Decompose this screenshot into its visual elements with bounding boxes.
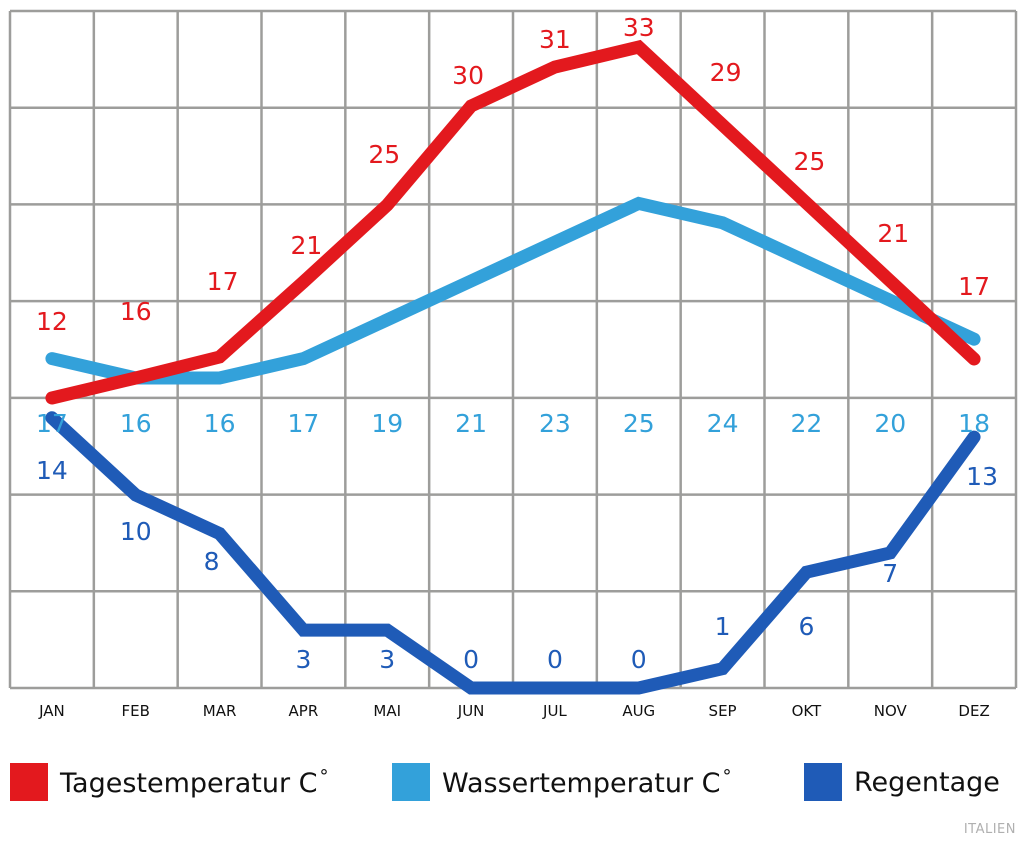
data-label-wasser: 18 [958,409,990,438]
degree-sign: ° [722,765,732,787]
x-tick-label: AUG [622,702,655,720]
data-label-regen: 14 [36,456,68,485]
x-tick-label: OKT [792,702,822,720]
legend-swatch-red [10,763,48,801]
x-axis-tick-labels: JAN FEB MAR APR MAI JUN JUL AUG SEP OKT NOV DEZ [38,702,990,720]
series-line-regen [45,411,981,695]
data-label-regen: 8 [204,547,220,576]
legend-label: Wassertemperatur C ° [442,765,732,799]
x-tick-label: MAI [373,702,401,720]
series-line-wasser [45,196,981,385]
series-line-tag [45,39,981,405]
legend-item-tagestemperatur: Tagestemperatur C ° [10,760,329,804]
data-label-tag: 21 [291,231,323,260]
x-tick-label: FEB [122,702,150,720]
data-label-regen: 3 [379,645,395,674]
data-label-wasser: 16 [120,409,152,438]
data-label-regen: 3 [295,645,311,674]
data-label-regen: 0 [463,645,479,674]
legend-item-wassertemperatur: Wassertemperatur C ° [392,760,732,804]
x-tick-label: JUL [542,702,567,720]
data-label-wasser: 24 [707,409,739,438]
data-label-wasser: 20 [874,409,906,438]
data-label-wasser: 21 [455,409,487,438]
data-label-tag: 33 [623,13,655,42]
legend-label: Regentage [854,766,1000,798]
x-tick-label: DEZ [958,702,989,720]
data-label-wasser: 17 [288,409,320,438]
x-tick-label: MAR [203,702,237,720]
data-label-wasser: 25 [623,409,655,438]
x-tick-label: JUN [457,702,485,720]
data-label-tag: 21 [877,219,909,248]
series-lines [45,39,981,695]
legend-item-regentage: Regentage [804,760,1000,804]
data-label-tag: 17 [958,272,990,301]
grid [8,9,1018,690]
data-label-tag: 29 [710,58,742,87]
data-label-wasser: 23 [539,409,571,438]
x-tick-label: JAN [38,702,65,720]
data-label-tag: 17 [207,267,239,296]
x-tick-label: SEP [709,702,737,720]
data-label-regen: 7 [882,559,898,588]
data-label-regen: 0 [547,645,563,674]
legend-swatch-lightblue [392,763,430,801]
data-label-regen: 0 [631,645,647,674]
x-tick-label: NOV [874,702,908,720]
data-label-wasser: 16 [204,409,236,438]
data-label-regen: 6 [798,612,814,641]
data-label-regen: 13 [966,462,998,491]
data-label-tag: 25 [368,140,400,169]
data-label-regen: 1 [715,612,731,641]
data-label-tag: 30 [452,61,484,90]
data-label-wasser: 19 [371,409,403,438]
footer-country-label: ITALIEN [963,822,1016,837]
data-label-wasser: 17 [36,409,68,438]
legend-swatch-darkblue [804,763,842,801]
data-label-tag: 25 [794,147,826,176]
data-label-tag: 12 [36,307,68,336]
data-label-wasser: 22 [791,409,823,438]
data-label-tag: 16 [120,297,152,326]
legend-label: Tagestemperatur C ° [60,765,329,799]
data-label-tag: 31 [539,25,571,54]
x-tick-label: APR [289,702,319,720]
degree-sign: ° [319,765,329,787]
legend: Tagestemperatur C ° Wassertemperatur C ° R… [0,760,1024,804]
data-label-regen: 10 [120,517,152,546]
